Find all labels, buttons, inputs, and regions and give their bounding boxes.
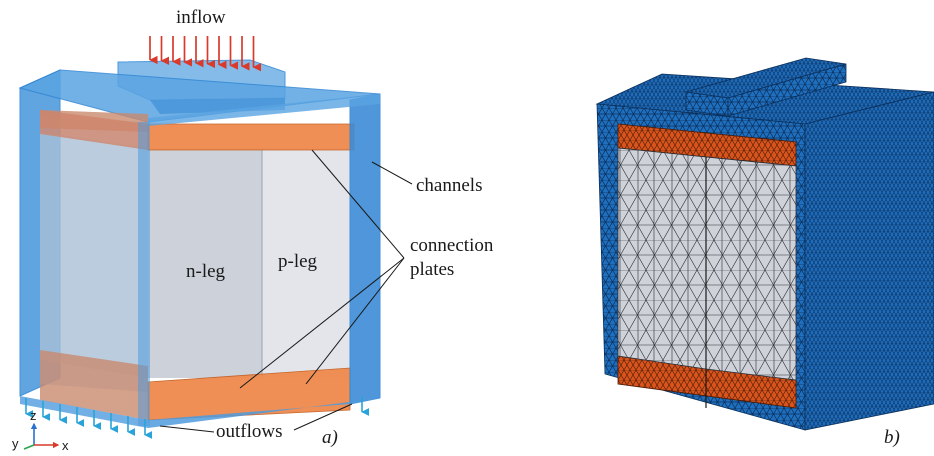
channel-front-strip	[138, 122, 150, 426]
axis-x-label: x	[62, 438, 69, 453]
axis-y-label: y	[12, 436, 19, 451]
p-leg-label: p-leg	[278, 251, 318, 272]
axis-triad	[23, 422, 60, 450]
connection-plate-bottom-left	[40, 350, 148, 420]
leader-outflows-right	[293, 403, 353, 431]
channel-right-face	[349, 93, 381, 405]
mesh-n-leg	[617, 147, 707, 370]
n-leg-label: n-leg	[186, 261, 226, 282]
outflows-label: outflows	[216, 421, 283, 442]
leader-outflows-left	[159, 425, 215, 433]
mesh-p-leg	[705, 156, 797, 381]
connection-plate-top-left	[40, 110, 148, 150]
inflow-arrows	[149, 36, 262, 72]
outflow-arrows	[25, 398, 153, 439]
leader-plate-bottom-1	[239, 257, 405, 389]
leader-channels	[371, 161, 413, 185]
channel-front-frame	[148, 94, 380, 126]
panel-a-tag: a)	[322, 427, 338, 448]
connection-plate-top	[147, 123, 355, 151]
panel-a	[18, 36, 413, 450]
channels-label: channels	[416, 175, 483, 196]
mesh-right-face	[804, 91, 934, 431]
mesh-inflow-bar-front	[727, 63, 847, 117]
p-leg-body	[262, 148, 350, 378]
axis-y-line	[23, 444, 35, 450]
inflow-label: inflow	[176, 7, 226, 28]
n-leg-body	[148, 148, 262, 378]
panel-b	[595, 57, 934, 431]
channel-front-left	[20, 396, 148, 428]
panel-b-tag: b)	[884, 427, 900, 448]
axis-z-label: z	[30, 408, 37, 423]
channel-bottom-face	[148, 398, 380, 428]
leader-plate-top	[311, 149, 405, 259]
leader-plate-bottom-2	[305, 257, 405, 385]
n-leg-side	[40, 132, 148, 378]
connection-plates-label-line2: plates	[410, 259, 455, 280]
connection-plates-label-line1: connection	[410, 235, 494, 256]
